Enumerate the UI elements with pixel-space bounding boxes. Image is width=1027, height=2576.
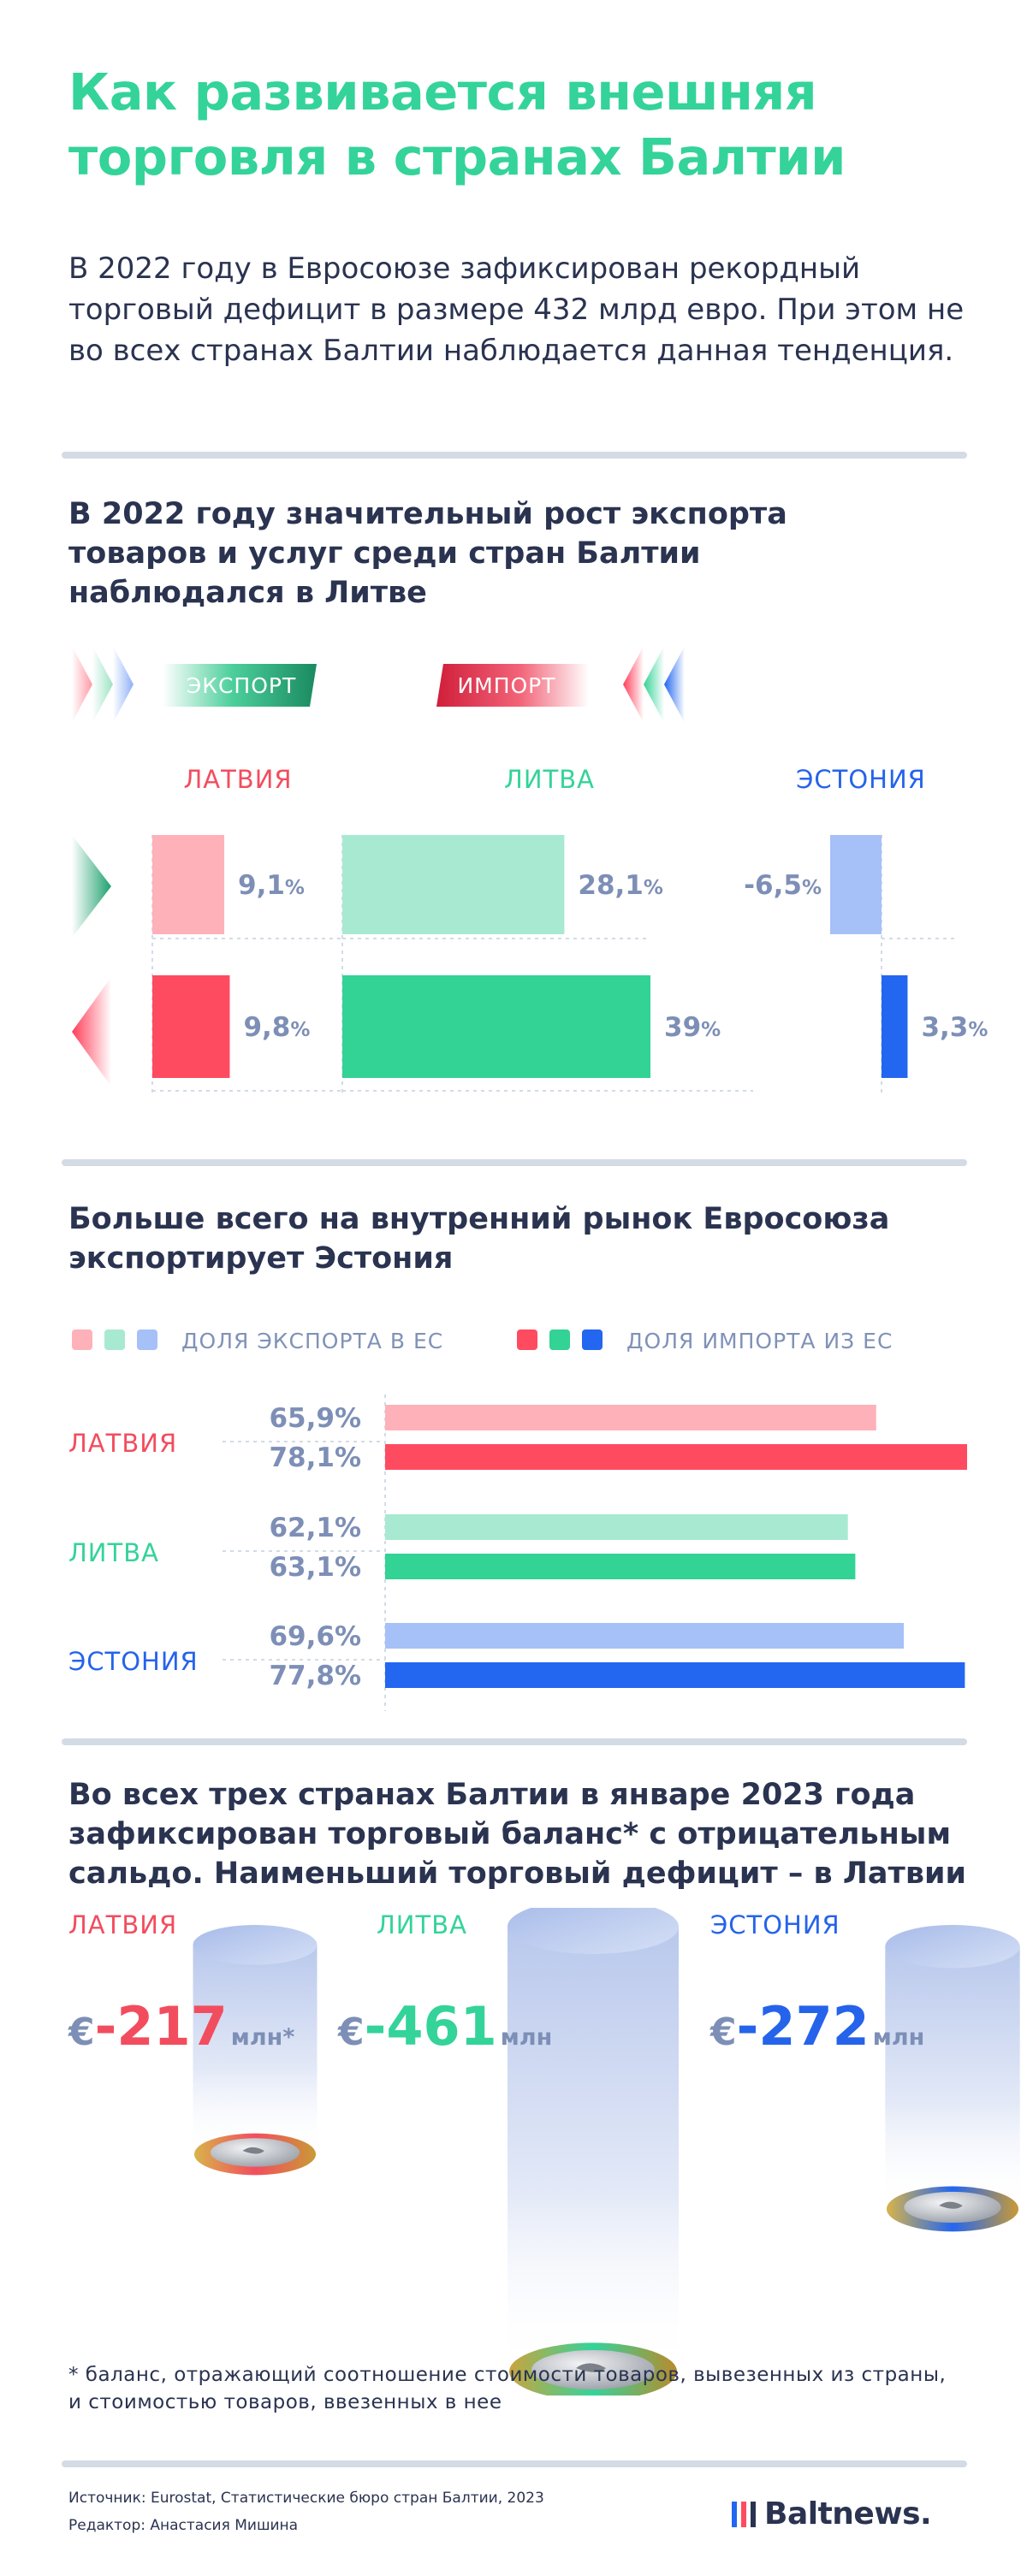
value-label-import-share-latvia: 78,1% bbox=[269, 1442, 361, 1473]
chart2-gridlines bbox=[223, 1395, 386, 1711]
divider bbox=[62, 452, 967, 459]
chart3-cylinders: €-217 млн* €-461 млн €-272 млн bbox=[68, 1908, 1020, 2395]
legend-import-swatches bbox=[517, 1329, 603, 1350]
cylinder-lithuania bbox=[508, 1908, 679, 2372]
divider bbox=[62, 1159, 967, 1166]
divider bbox=[62, 2461, 967, 2467]
bar-export-latvia bbox=[152, 835, 224, 934]
editor-text: Редактор: Анастасия Мишина bbox=[68, 2517, 299, 2534]
balance-value-lithuania: €-461 млн bbox=[337, 1995, 552, 2058]
header-lithuania: ЛИТВА bbox=[504, 765, 595, 794]
value-label-export-estonia: -6,5% bbox=[744, 870, 822, 901]
export-legend: ЭКСПОРТ bbox=[163, 664, 317, 707]
value-label-export-latvia: 9,1% bbox=[238, 870, 305, 901]
balance-value-latvia: €-217 млн* bbox=[68, 1995, 294, 2058]
row-label-estonia: ЭСТОНИЯ bbox=[68, 1647, 199, 1676]
import-legend: ИМПОРТ bbox=[436, 664, 589, 707]
balance-header-latvia: ЛАТВИЯ bbox=[68, 1910, 177, 1939]
value-label-export-lithuania: 28,1% bbox=[578, 870, 663, 901]
bar-import-share-latvia bbox=[385, 1444, 967, 1470]
legend-import-label: ДОЛЯ ИМПОРТА ИЗ ЕС bbox=[626, 1329, 893, 1353]
bar-export-share-lithuania bbox=[385, 1514, 848, 1540]
balance-header-lithuania: ЛИТВА bbox=[377, 1910, 467, 1939]
growth-chart: ЭКСПОРТ ИМПОРТ ЛАТВИЯ ЛИТВА ЭСТОНИЯ 9,1%… bbox=[72, 646, 988, 1095]
section-2-heading: Больше всего на внутренний рынок Евросою… bbox=[68, 1202, 890, 1276]
row-label-lithuania: ЛИТВА bbox=[68, 1538, 159, 1567]
value-label-import-latvia: 9,8% bbox=[243, 1012, 310, 1043]
source-text: Источник: Eurostat, Статистические бюро … bbox=[68, 2490, 544, 2507]
row-label-latvia: ЛАТВИЯ bbox=[68, 1429, 177, 1458]
section-1-heading: В 2022 году значительный рост экспорта т… bbox=[68, 497, 787, 610]
bar-import-latvia bbox=[152, 975, 230, 1078]
export-legend-arrows bbox=[72, 646, 134, 723]
export-legend-label: ЭКСПОРТ bbox=[187, 673, 296, 698]
cylinder-estonia bbox=[885, 1925, 1020, 2209]
section-3-heading: Во всех трех странах Балтии в январе 202… bbox=[68, 1778, 967, 1891]
bar-export-share-estonia bbox=[385, 1623, 904, 1649]
legend-export-label: ДОЛЯ ЭКСПОРТА В ЕС bbox=[181, 1329, 443, 1353]
value-label-import-share-lithuania: 63,1% bbox=[269, 1552, 361, 1583]
balance-chart: ЛАТВИЯ ЛИТВА ЭСТОНИЯ €-217 млн* €-461 млн €-… bbox=[68, 1908, 1020, 2395]
balance-value-estonia: €-272 млн bbox=[709, 1995, 924, 2058]
eu-share-chart: ДОЛЯ ЭКСПОРТА В ЕС ДОЛЯ ИМПОРТА ИЗ ЕС ЛА… bbox=[68, 1329, 967, 1711]
bar-import-share-lithuania bbox=[385, 1554, 856, 1579]
value-label-import-estonia: 3,3% bbox=[921, 1012, 988, 1043]
header-estonia: ЭСТОНИЯ bbox=[796, 765, 926, 794]
lead-text: В 2022 году в Евросоюзе зафиксирован рек… bbox=[68, 252, 965, 368]
value-label-export-share-lithuania: 62,1% bbox=[269, 1513, 361, 1543]
legend-export-swatches bbox=[72, 1329, 157, 1350]
import-legend-label: ИМПОРТ bbox=[457, 673, 555, 698]
brand-name: Baltnews. bbox=[764, 2496, 932, 2532]
value-label-import-share-estonia: 77,8% bbox=[269, 1661, 361, 1691]
bar-export-estonia bbox=[830, 835, 882, 934]
divider bbox=[62, 1738, 967, 1745]
bar-export-share-latvia bbox=[385, 1405, 876, 1430]
value-label-import-lithuania: 39% bbox=[664, 1012, 721, 1043]
chart2-bars: ЛАТВИЯ 65,9% 78,1% ЛИТВА 62,1% 63,1% ЭСТОНИЯ 69… bbox=[68, 1403, 967, 1691]
bar-export-lithuania bbox=[342, 835, 565, 934]
euro-coin-icon-estonia bbox=[886, 2186, 1019, 2232]
bar-import-lithuania bbox=[342, 975, 650, 1078]
export-row-arrow bbox=[72, 835, 111, 938]
value-label-export-share-latvia: 65,9% bbox=[269, 1403, 361, 1434]
cylinder-latvia bbox=[193, 1925, 318, 2154]
euro-coin-icon-latvia bbox=[193, 2133, 317, 2176]
bar-import-share-estonia bbox=[385, 1662, 965, 1688]
import-row-arrow bbox=[72, 977, 111, 1087]
bar-import-estonia bbox=[882, 975, 908, 1078]
chart1-bars: 9,1% 28,1% -6,5% 9,8% 39% 3,3% bbox=[152, 835, 988, 1078]
brand-logo-bars-icon bbox=[732, 2501, 756, 2527]
page-title: Как развивается внешняя торговля в стран… bbox=[68, 62, 846, 187]
value-label-export-share-estonia: 69,6% bbox=[269, 1621, 361, 1652]
balance-header-estonia: ЭСТОНИЯ bbox=[710, 1910, 840, 1939]
header-latvia: ЛАТВИЯ bbox=[183, 765, 292, 794]
euro-coin-icon-lithuania bbox=[509, 2342, 677, 2395]
brand-logo: Baltnews. bbox=[732, 2496, 932, 2532]
import-legend-arrows bbox=[623, 646, 685, 723]
footnote: * баланс, отражающий соотношение стоимос… bbox=[68, 2364, 947, 2413]
